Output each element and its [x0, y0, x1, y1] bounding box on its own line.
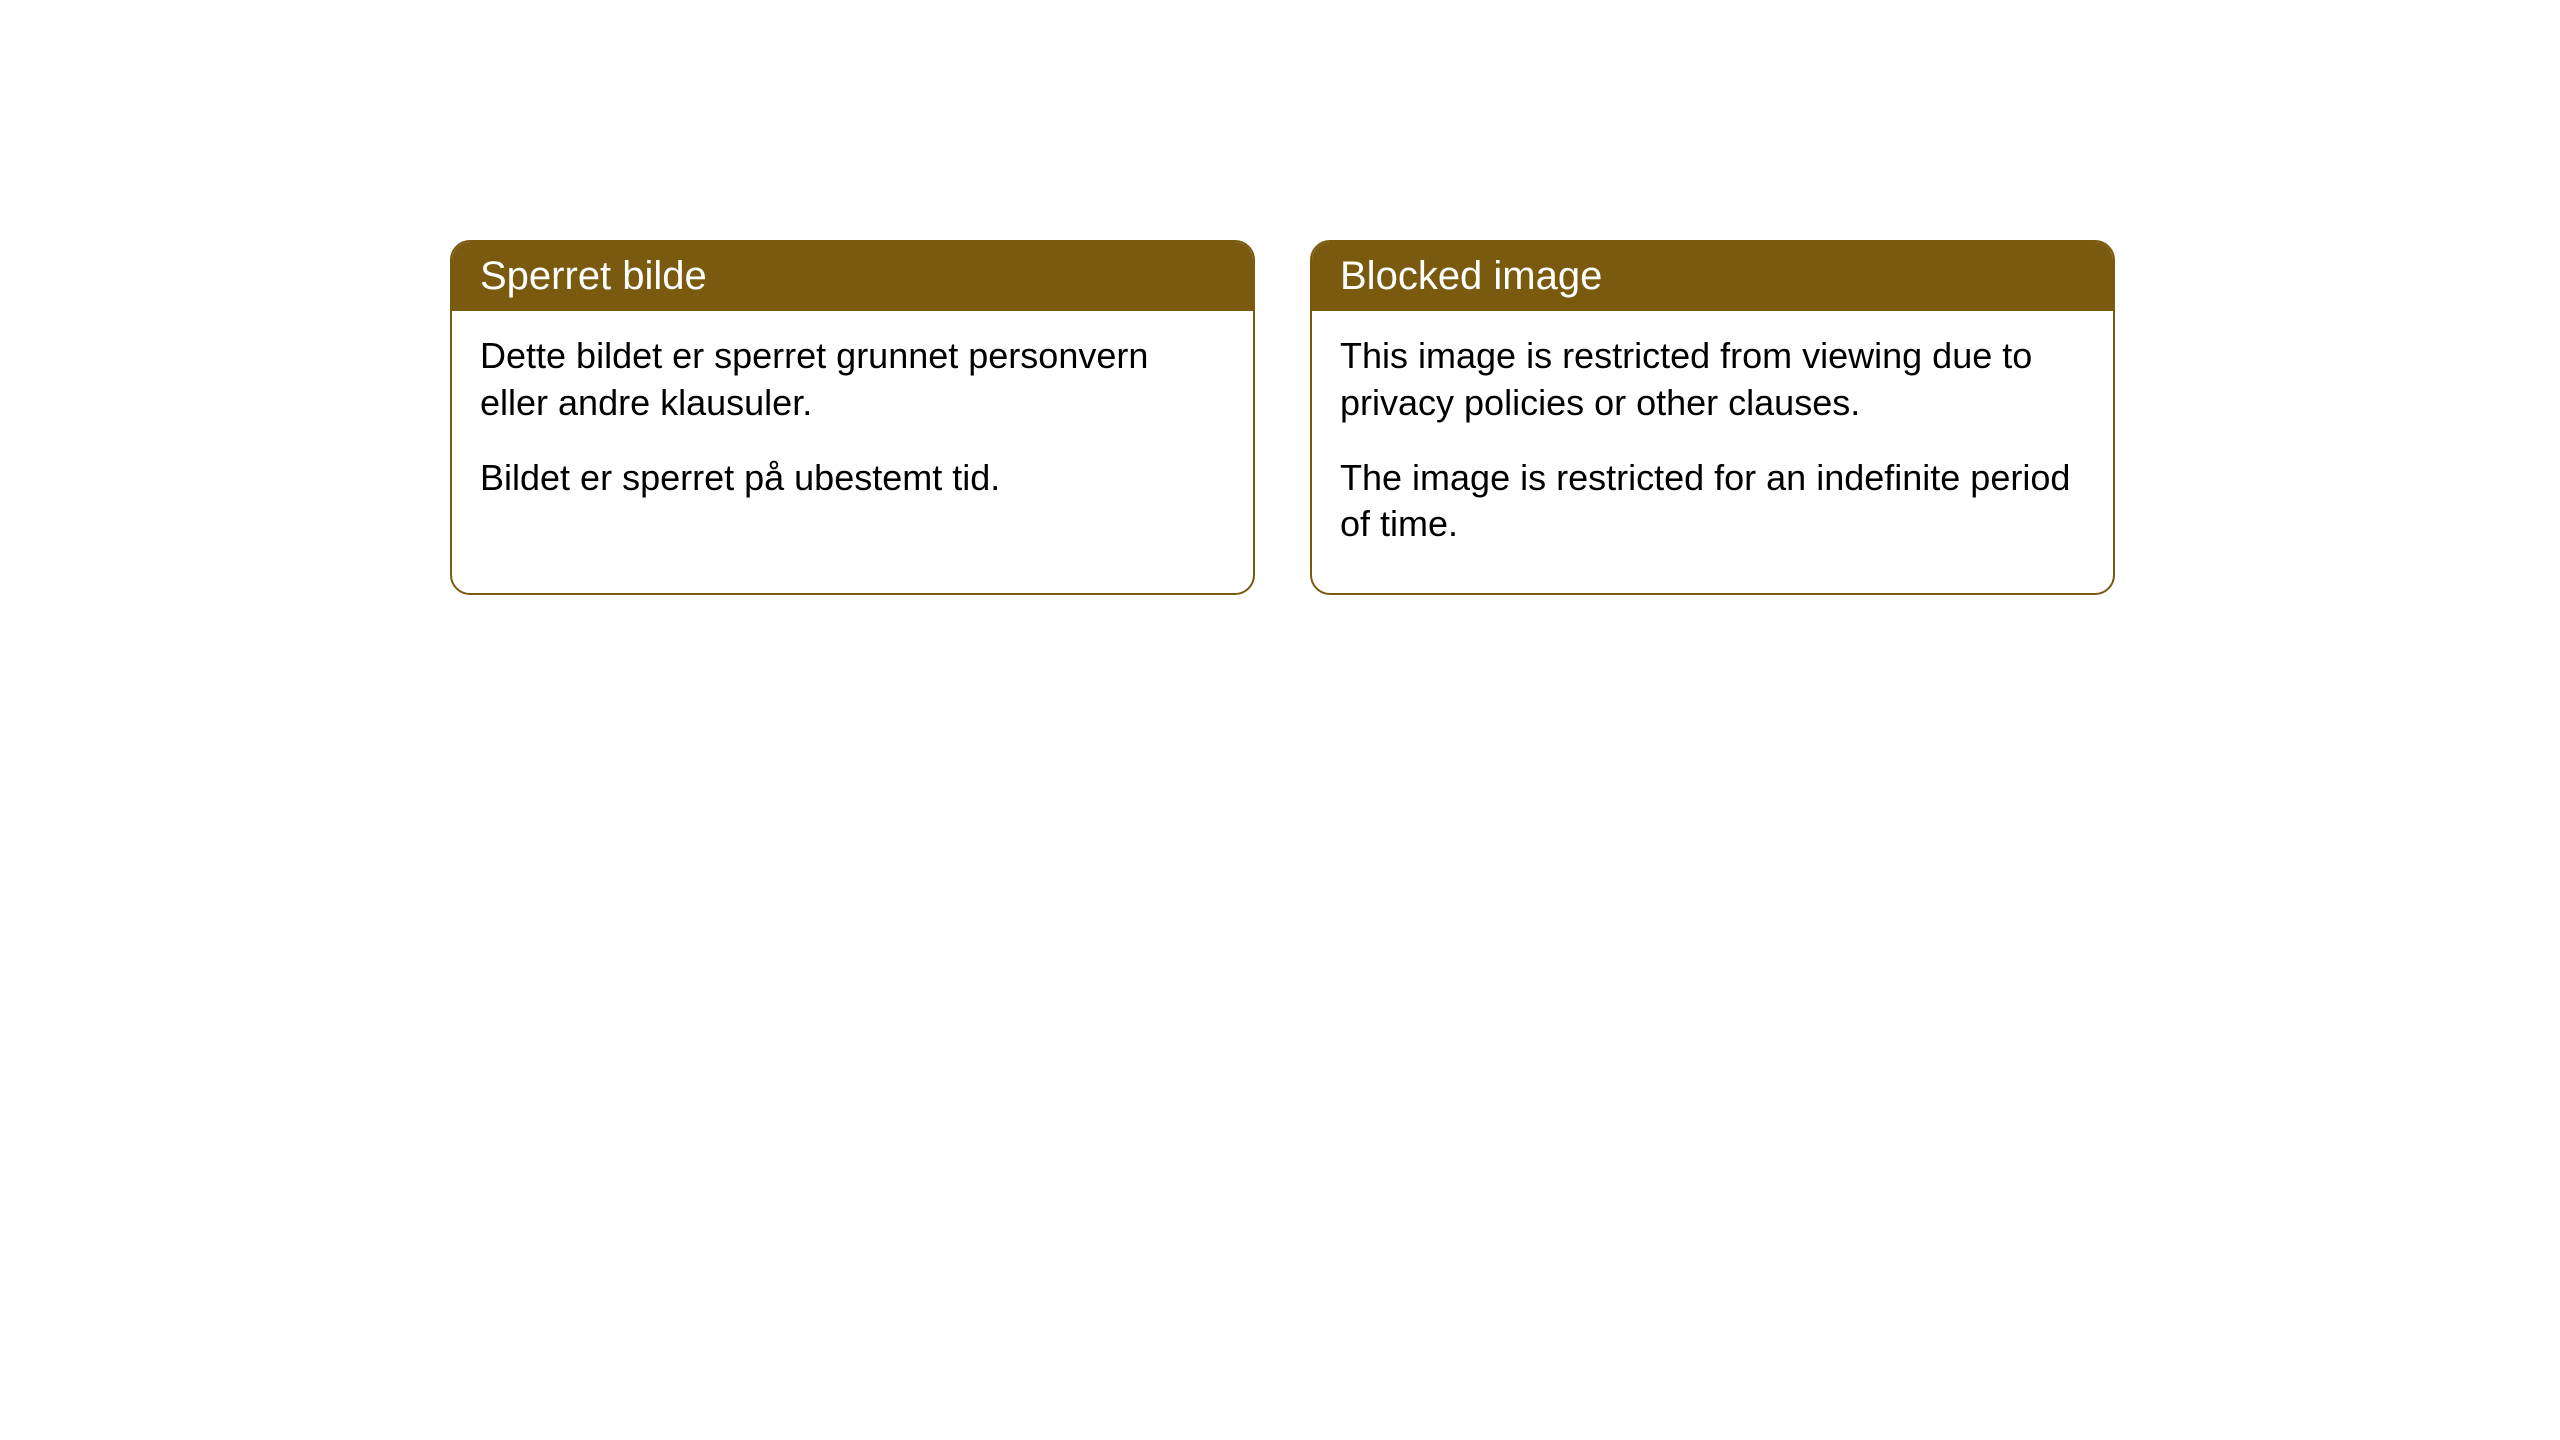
card-header: Blocked image — [1312, 242, 2113, 311]
card-title: Sperret bilde — [480, 254, 707, 298]
notice-card-english: Blocked image This image is restricted f… — [1310, 240, 2115, 595]
card-body: Dette bildet er sperret grunnet personve… — [452, 311, 1253, 546]
card-header: Sperret bilde — [452, 242, 1253, 311]
card-paragraph-2: The image is restricted for an indefinit… — [1340, 455, 2085, 549]
card-paragraph-1: This image is restricted from viewing du… — [1340, 333, 2085, 427]
card-paragraph-1: Dette bildet er sperret grunnet personve… — [480, 333, 1225, 427]
card-body: This image is restricted from viewing du… — [1312, 311, 2113, 593]
card-paragraph-2: Bildet er sperret på ubestemt tid. — [480, 455, 1225, 502]
card-title: Blocked image — [1340, 254, 1602, 298]
notice-cards-container: Sperret bilde Dette bildet er sperret gr… — [450, 240, 2115, 595]
notice-card-norwegian: Sperret bilde Dette bildet er sperret gr… — [450, 240, 1255, 595]
